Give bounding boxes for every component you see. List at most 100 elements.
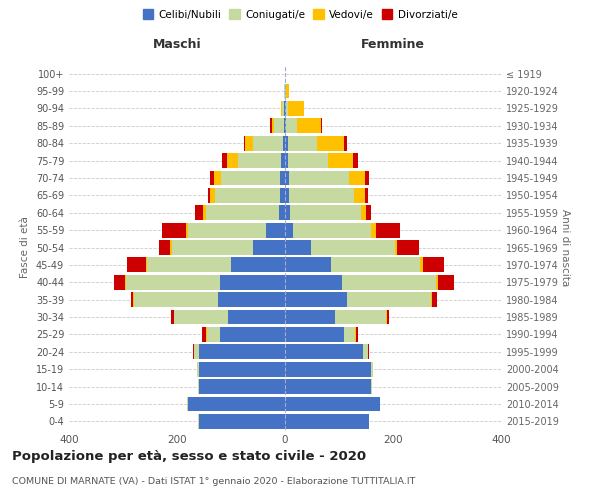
Bar: [289, 170, 349, 186]
Bar: [208, 188, 211, 202]
Bar: [175, 310, 229, 324]
Bar: [364, 344, 368, 359]
Bar: [199, 414, 285, 428]
Bar: [285, 136, 288, 150]
Bar: [335, 310, 386, 324]
Bar: [188, 396, 285, 411]
Bar: [199, 344, 285, 359]
Bar: [187, 396, 188, 411]
Bar: [285, 206, 290, 220]
Bar: [366, 206, 371, 220]
Bar: [271, 118, 274, 133]
Bar: [148, 258, 231, 272]
Bar: [125, 275, 126, 289]
Bar: [238, 153, 281, 168]
Bar: [361, 206, 366, 220]
Bar: [365, 170, 369, 186]
Bar: [285, 362, 371, 376]
Bar: [210, 170, 214, 186]
Bar: [278, 206, 285, 220]
Bar: [195, 206, 203, 220]
Bar: [188, 222, 266, 238]
Bar: [131, 292, 133, 307]
Bar: [286, 101, 288, 116]
Bar: [395, 240, 397, 255]
Bar: [245, 136, 253, 150]
Bar: [274, 118, 284, 133]
Bar: [286, 118, 297, 133]
Bar: [203, 206, 206, 220]
Bar: [114, 275, 125, 289]
Bar: [146, 258, 148, 272]
Bar: [285, 153, 288, 168]
Bar: [194, 344, 199, 359]
Bar: [331, 258, 420, 272]
Bar: [199, 362, 285, 376]
Bar: [317, 136, 344, 150]
Bar: [285, 379, 371, 394]
Bar: [172, 240, 253, 255]
Bar: [371, 379, 373, 394]
Bar: [266, 222, 285, 238]
Bar: [397, 240, 419, 255]
Bar: [193, 344, 194, 359]
Bar: [162, 222, 186, 238]
Bar: [231, 258, 285, 272]
Text: Popolazione per età, sesso e stato civile - 2020: Popolazione per età, sesso e stato civil…: [12, 450, 366, 463]
Bar: [285, 118, 286, 133]
Bar: [347, 292, 431, 307]
Bar: [420, 258, 422, 272]
Bar: [432, 292, 437, 307]
Bar: [127, 258, 146, 272]
Bar: [285, 414, 368, 428]
Bar: [281, 101, 282, 116]
Bar: [354, 188, 365, 202]
Bar: [222, 153, 227, 168]
Bar: [293, 222, 371, 238]
Text: Femmine: Femmine: [361, 38, 425, 51]
Bar: [371, 362, 373, 376]
Bar: [285, 222, 293, 238]
Bar: [436, 275, 438, 289]
Bar: [288, 153, 328, 168]
Bar: [321, 118, 322, 133]
Bar: [431, 292, 432, 307]
Bar: [344, 136, 347, 150]
Bar: [290, 206, 361, 220]
Bar: [199, 379, 285, 394]
Y-axis label: Fasce di età: Fasce di età: [20, 216, 30, 278]
Bar: [206, 206, 278, 220]
Bar: [285, 275, 342, 289]
Bar: [280, 170, 285, 186]
Y-axis label: Anni di nascita: Anni di nascita: [560, 209, 570, 286]
Bar: [288, 136, 317, 150]
Bar: [285, 344, 364, 359]
Bar: [186, 222, 188, 238]
Bar: [229, 310, 285, 324]
Bar: [285, 292, 347, 307]
Bar: [220, 275, 285, 289]
Bar: [244, 136, 245, 150]
Bar: [328, 153, 353, 168]
Text: COMUNE DI MARNATE (VA) - Dati ISTAT 1° gennaio 2020 - Elaborazione TUTTITALIA.IT: COMUNE DI MARNATE (VA) - Dati ISTAT 1° g…: [12, 478, 415, 486]
Bar: [280, 188, 285, 202]
Bar: [206, 327, 220, 342]
Bar: [126, 275, 220, 289]
Bar: [285, 327, 344, 342]
Bar: [281, 153, 285, 168]
Bar: [284, 118, 285, 133]
Bar: [386, 310, 389, 324]
Bar: [365, 188, 368, 202]
Bar: [356, 327, 358, 342]
Bar: [285, 310, 335, 324]
Bar: [289, 188, 354, 202]
Bar: [342, 275, 436, 289]
Bar: [371, 222, 376, 238]
Bar: [214, 170, 221, 186]
Text: Maschi: Maschi: [152, 38, 202, 51]
Bar: [285, 84, 286, 98]
Bar: [285, 188, 289, 202]
Bar: [218, 292, 285, 307]
Bar: [202, 327, 206, 342]
Bar: [227, 153, 238, 168]
